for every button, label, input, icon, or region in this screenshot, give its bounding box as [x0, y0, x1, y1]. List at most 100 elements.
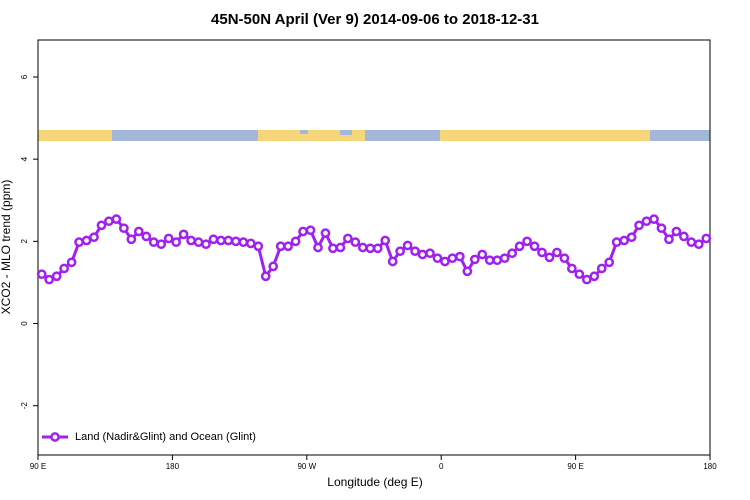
- marker: [238, 237, 249, 248]
- marker: [417, 249, 428, 260]
- marker: [119, 223, 129, 234]
- x-tick-label: 90 W: [297, 462, 316, 471]
- marker: [455, 251, 465, 262]
- marker: [649, 214, 659, 224]
- marker: [686, 237, 697, 248]
- marker: [305, 225, 316, 236]
- marker: [395, 246, 405, 257]
- marker: [529, 241, 540, 252]
- y-tick-label: -2: [20, 402, 29, 410]
- marker: [36, 269, 47, 280]
- marker: [74, 237, 84, 248]
- marker: [671, 226, 682, 237]
- marker: [589, 271, 600, 282]
- marker: [514, 241, 525, 252]
- plot-frame: [37, 39, 711, 456]
- marker: [372, 243, 383, 254]
- marker: [641, 216, 652, 227]
- marker: [499, 253, 510, 264]
- marker: [432, 253, 443, 264]
- marker: [567, 263, 577, 274]
- legend-marker: [50, 432, 60, 442]
- marker: [484, 255, 495, 266]
- marker: [126, 234, 137, 245]
- legend-label: Land (Nadir&Glint) and Ocean (Glint): [75, 431, 256, 443]
- marker: [253, 241, 264, 252]
- marker: [44, 274, 55, 285]
- marker: [111, 214, 122, 224]
- marker: [619, 235, 629, 246]
- marker: [701, 233, 712, 244]
- y-tick-label: 0: [20, 321, 29, 326]
- marker: [581, 274, 592, 285]
- y-tick-label: 6: [20, 74, 29, 79]
- marker: [178, 229, 189, 240]
- x-axis-label: Longitude (deg E): [327, 475, 422, 489]
- marker: [223, 235, 234, 246]
- marker: [275, 241, 286, 252]
- marker: [193, 237, 204, 248]
- marker: [492, 255, 503, 266]
- marker: [216, 235, 226, 246]
- marker: [283, 241, 293, 252]
- marker: [507, 248, 517, 259]
- marker: [410, 246, 420, 257]
- marker: [447, 253, 458, 264]
- marker: [552, 247, 562, 258]
- marker: [171, 237, 181, 248]
- x-tick-label: 90 E: [567, 462, 583, 471]
- marker: [328, 243, 338, 254]
- y-tick-label: 2: [20, 239, 29, 244]
- marker: [574, 269, 585, 280]
- marker: [357, 242, 368, 253]
- marker: [313, 242, 323, 253]
- marker: [604, 257, 615, 268]
- marker: [626, 232, 637, 243]
- x-tick-label: 0: [439, 462, 444, 471]
- marker: [59, 263, 69, 274]
- marker: [462, 266, 473, 277]
- marker: [231, 236, 241, 247]
- marker: [611, 237, 622, 248]
- marker: [133, 226, 144, 237]
- marker: [260, 271, 271, 282]
- marker: [81, 235, 92, 246]
- marker: [66, 257, 77, 268]
- marker: [477, 249, 488, 260]
- marker: [148, 237, 159, 248]
- marker: [268, 261, 279, 272]
- marker: [96, 220, 107, 231]
- marker: [469, 254, 480, 265]
- marker: [298, 226, 308, 237]
- x-tick-label: 180: [703, 462, 717, 471]
- marker: [343, 233, 353, 244]
- marker: [163, 233, 174, 244]
- land-ocean-strip: [38, 130, 710, 141]
- marker: [141, 231, 152, 242]
- y-axis-label: XCO2 - MLO trend (ppm): [0, 180, 13, 315]
- marker: [350, 237, 361, 248]
- marker: [365, 243, 376, 254]
- marker: [208, 234, 219, 245]
- marker: [425, 248, 435, 259]
- marker: [656, 223, 667, 234]
- marker: [245, 238, 256, 249]
- marker: [634, 220, 644, 231]
- x-tick-label: 90 E: [30, 462, 46, 471]
- marker: [559, 253, 570, 264]
- marker: [201, 239, 211, 250]
- marker: [320, 228, 331, 238]
- marker: [679, 231, 689, 242]
- marker: [290, 236, 301, 247]
- marker: [89, 232, 99, 243]
- marker: [380, 235, 391, 246]
- marker: [522, 236, 532, 247]
- marker: [693, 239, 704, 250]
- marker: [156, 239, 167, 250]
- x-tick-label: 180: [166, 462, 180, 471]
- marker: [544, 252, 555, 263]
- marker: [335, 242, 346, 253]
- marker: [537, 247, 547, 258]
- marker: [387, 256, 398, 267]
